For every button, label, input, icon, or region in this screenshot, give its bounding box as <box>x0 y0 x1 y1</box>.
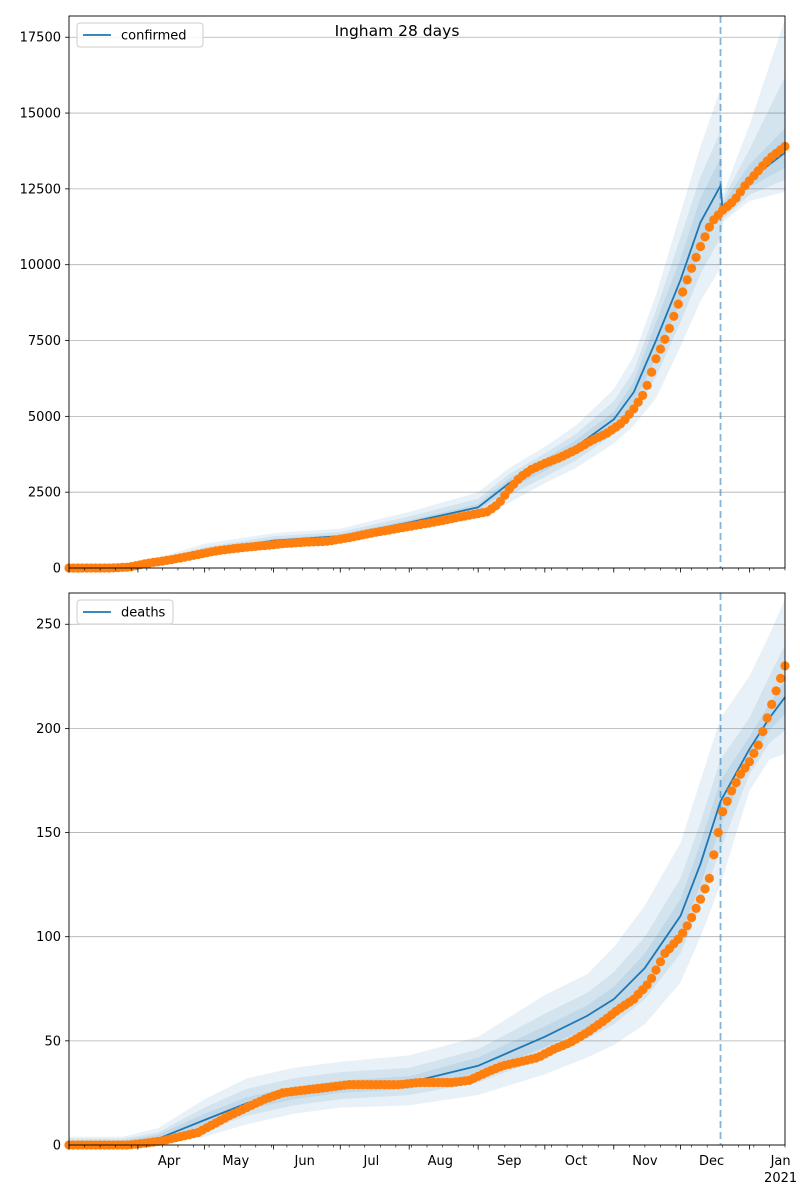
x-month-label: Nov <box>632 1154 658 1169</box>
observed-point <box>678 928 688 938</box>
observed-point <box>669 311 679 321</box>
x-month-label: May <box>222 1154 249 1169</box>
y-tick-label: 150 <box>36 826 61 841</box>
x-month-label: Jul <box>363 1154 380 1169</box>
observed-point <box>687 912 697 923</box>
observed-point <box>647 367 657 377</box>
observed-point <box>651 354 661 364</box>
x-year-label: 2021 <box>764 1171 797 1186</box>
y-tick-label: 200 <box>36 722 61 737</box>
legend-box <box>76 599 174 625</box>
observed-point <box>691 903 701 914</box>
observed-point <box>664 323 675 333</box>
observed-point <box>722 796 732 806</box>
observed-point <box>762 713 772 723</box>
deaths-line <box>68 696 786 1146</box>
y-tick-label: 12500 <box>20 182 61 197</box>
observed-point <box>718 807 728 817</box>
x-month-label: Sep <box>497 1154 522 1169</box>
y-tick-label: 17500 <box>20 31 61 46</box>
observed-point <box>695 894 706 904</box>
observed-point <box>704 873 715 884</box>
observed-point <box>727 786 737 796</box>
legend-label: deaths <box>121 606 166 621</box>
observed-point <box>744 757 755 767</box>
observed-point <box>682 921 692 931</box>
observed-point <box>642 380 652 390</box>
legend-box <box>76 22 204 48</box>
observed-point <box>638 390 648 400</box>
observed-point <box>695 241 706 252</box>
observed-point <box>651 965 661 975</box>
observed-point <box>700 884 710 894</box>
observed-point <box>776 673 786 684</box>
y-tick-label: 2500 <box>28 486 61 501</box>
observed-point <box>771 686 781 696</box>
observed-point <box>758 726 768 737</box>
observed-point <box>767 699 777 710</box>
observed-point <box>709 850 719 860</box>
x-month-label: Apr <box>158 1154 181 1169</box>
y-tick-label: 15000 <box>20 107 61 122</box>
y-tick-label: 250 <box>36 618 61 633</box>
observed-point <box>682 275 692 285</box>
observed-point <box>678 287 688 297</box>
x-month-label: Dec <box>699 1154 724 1169</box>
x-month-label: Jun <box>294 1154 315 1169</box>
observed-point <box>753 740 763 750</box>
observed-point <box>749 748 759 759</box>
x-month-label: Oct <box>565 1154 587 1169</box>
y-tick-label: 0 <box>53 1139 61 1154</box>
deaths-panel: 0 50 100 150 200 250 Apr May Jun Jul Aug Sep Oct Nov D… <box>36 592 797 1186</box>
observed-point <box>629 404 639 414</box>
y-tick-label: 7500 <box>28 334 61 349</box>
y-tick-label: 5000 <box>28 410 61 425</box>
observed-point <box>713 827 723 838</box>
observed-point <box>633 397 643 407</box>
observed-point <box>647 973 657 984</box>
x-month-label: Aug <box>428 1154 453 1169</box>
y-tick-label: 100 <box>36 930 61 945</box>
legend-label: confirmed <box>121 29 187 44</box>
y-tick-label: 10000 <box>20 258 61 273</box>
observed-point <box>687 263 697 273</box>
uncertainty-band <box>69 599 785 1145</box>
observed-point <box>700 232 710 242</box>
observed-point <box>704 222 715 232</box>
x-month-label: Jan <box>770 1154 791 1169</box>
chart-title: Ingham 28 days <box>335 22 460 40</box>
observed-point <box>731 778 741 788</box>
observed-point <box>655 957 666 967</box>
observed-point <box>655 344 666 354</box>
y-tick-label: 50 <box>44 1034 61 1049</box>
observed-point <box>660 334 670 344</box>
observed-point <box>691 252 701 262</box>
confirmed-panel: 0 2500 5000 7500 10000 12500 15000 17500 confirm… <box>20 15 790 577</box>
observed-point <box>642 980 652 990</box>
y-tick-label: 0 <box>53 562 61 577</box>
observed-point <box>673 299 683 309</box>
